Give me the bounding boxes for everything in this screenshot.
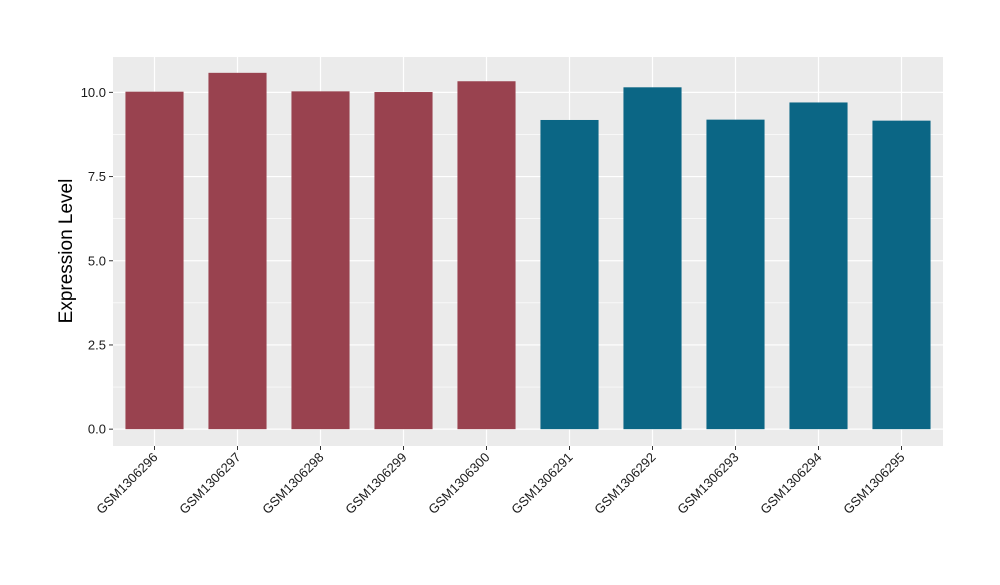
bar-GSM1306298 — [291, 91, 350, 430]
bar-GSM1306299 — [374, 92, 433, 430]
bar-GSM1306294 — [789, 102, 848, 430]
x-tick-label: GSM1306298 — [259, 450, 326, 517]
bar-GSM1306293 — [706, 119, 765, 430]
y-tick-label: 10.0 — [81, 85, 106, 100]
bar-GSM1306300 — [457, 81, 516, 430]
x-tick-label: GSM1306293 — [674, 450, 741, 517]
x-tick-label: GSM1306300 — [425, 450, 492, 517]
bars — [125, 72, 931, 430]
y-tick-label: 7.5 — [88, 169, 106, 184]
x-tick-label: GSM1306297 — [176, 450, 243, 517]
bar-GSM1306292 — [623, 87, 682, 430]
x-tick-label: GSM1306296 — [93, 450, 160, 517]
y-axis-title: Expression Level — [56, 179, 77, 324]
y-tick-label: 5.0 — [88, 253, 106, 268]
bar-GSM1306297 — [208, 72, 267, 430]
bar-GSM1306295 — [872, 120, 931, 430]
x-tick-label: GSM1306299 — [342, 450, 409, 517]
x-tick-label: GSM1306291 — [508, 450, 575, 517]
x-tick-label: GSM1306294 — [757, 450, 824, 517]
y-tick-label: 0.0 — [88, 422, 106, 437]
bar-GSM1306296 — [125, 91, 184, 430]
x-axis: GSM1306296 GSM1306297 GSM1306298 GSM1306299… — [93, 446, 908, 517]
x-tick-label: GSM1306292 — [591, 450, 658, 517]
y-tick-label: 2.5 — [88, 337, 106, 352]
x-tick-label: GSM1306295 — [840, 450, 907, 517]
bar-GSM1306291 — [540, 119, 599, 430]
y-axis: 0.0 2.5 5.0 7.5 10.0 — [81, 85, 113, 437]
